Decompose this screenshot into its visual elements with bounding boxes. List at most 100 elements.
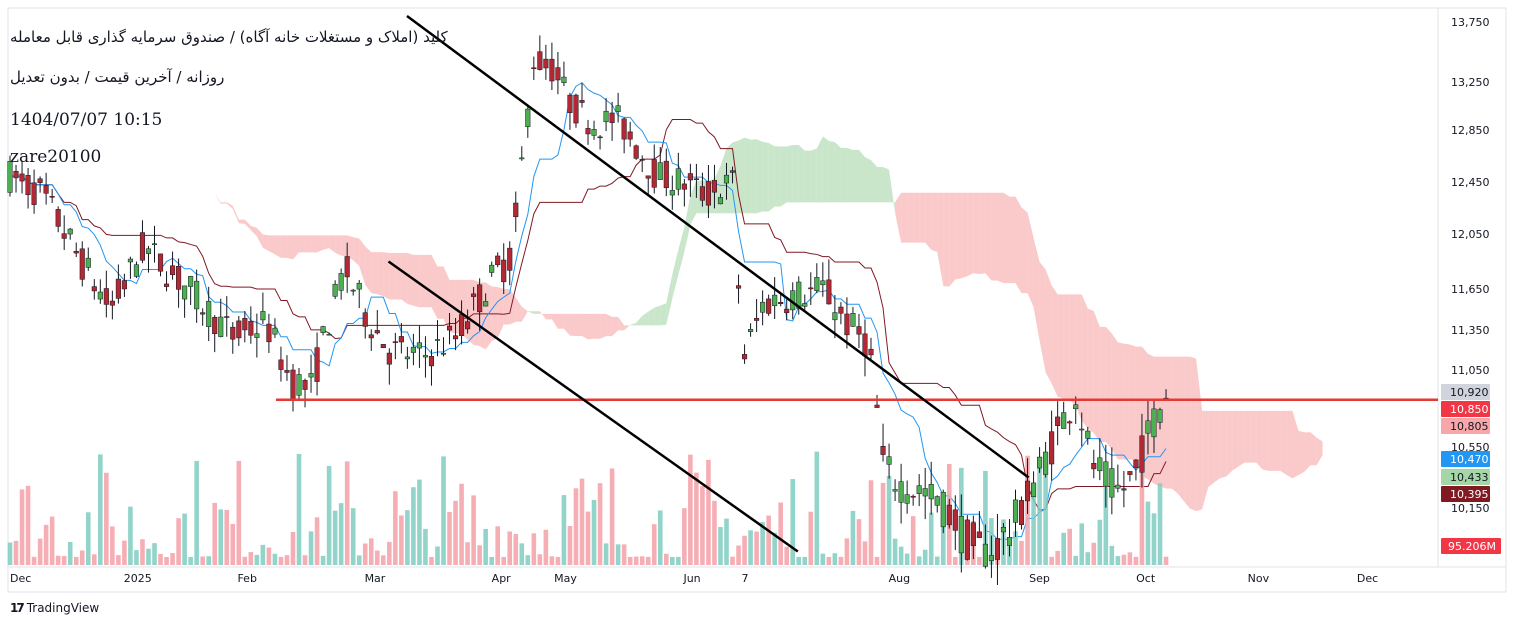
ichimoku-cloud-segment xyxy=(660,303,667,326)
candle-body xyxy=(609,112,615,123)
candle-body xyxy=(362,312,368,327)
ichimoku-cloud-segment xyxy=(750,139,757,214)
candle-body xyxy=(850,313,856,327)
candle-body xyxy=(260,311,266,321)
volume-bar xyxy=(910,516,916,565)
candle-body xyxy=(1037,456,1043,469)
ichimoku-cloud-segment xyxy=(1147,353,1154,484)
candle-body xyxy=(772,294,778,307)
candle-body xyxy=(61,233,67,239)
candle-body xyxy=(151,243,158,245)
candle-body xyxy=(224,316,230,318)
volume-bar xyxy=(19,489,25,565)
volume-bar xyxy=(772,532,777,565)
chart-title: کلید (املاک و مستغلات خانه آگاه) / صندوق… xyxy=(10,28,448,46)
ichimoku-cloud-segment xyxy=(214,193,221,204)
volume-bar xyxy=(49,516,55,565)
candle-body xyxy=(844,313,850,336)
ichimoku-cloud-segment xyxy=(1220,410,1227,479)
volume-bar xyxy=(591,499,597,565)
ichimoku-cloud-segment xyxy=(347,235,354,261)
volume-bar xyxy=(754,531,759,565)
ichimoku-cloud-segment xyxy=(1178,356,1185,502)
ichimoku-cloud-segment xyxy=(299,235,306,253)
ichimoku-cloud-segment xyxy=(600,313,607,339)
ichimoku-cloud-segment xyxy=(901,192,908,243)
ichimoku-cloud-segment xyxy=(437,266,444,319)
volume-bar xyxy=(1103,481,1109,565)
candle-body xyxy=(121,280,127,290)
x-tick-label: Oct xyxy=(1136,572,1156,585)
ichimoku-cloud-segment xyxy=(672,249,679,299)
candle-body xyxy=(585,128,591,135)
ichimoku-cloud-segment xyxy=(937,192,944,287)
volume-bar xyxy=(657,510,663,565)
volume-bar xyxy=(543,529,549,565)
x-tick-label: 7 xyxy=(741,572,748,585)
ichimoku-cloud-segment xyxy=(606,313,613,337)
ichimoku-cloud-segment xyxy=(1166,356,1173,489)
ichimoku-cloud-segment xyxy=(305,235,312,253)
candle-body xyxy=(290,369,296,400)
candle-body xyxy=(507,247,513,271)
price-label-box xyxy=(1441,401,1490,417)
ichimoku-cloud-segment xyxy=(1057,294,1064,399)
ichimoku-cloud-segment xyxy=(383,252,390,300)
candle-body xyxy=(994,538,1000,560)
volume-bar xyxy=(826,556,832,565)
candle-body xyxy=(651,159,657,188)
volume-bar xyxy=(314,517,320,565)
candle-body xyxy=(85,257,91,268)
ichimoku-cloud-segment xyxy=(1033,237,1040,341)
ichimoku-cloud-segment xyxy=(913,192,920,243)
volume-bar xyxy=(627,556,633,565)
candle-body xyxy=(615,105,621,112)
ichimoku-cloud-segment xyxy=(1202,410,1209,510)
volume-bar xyxy=(417,479,422,565)
candle-body xyxy=(633,145,639,159)
tradingview-logo[interactable]: 17 TradingView xyxy=(10,601,99,615)
volume-bar xyxy=(1031,485,1036,565)
candle-body xyxy=(97,291,103,300)
volume-bar xyxy=(429,556,434,565)
ichimoku-cloud-segment xyxy=(1274,410,1281,471)
candle-body xyxy=(7,161,13,193)
volume-bar xyxy=(1133,556,1139,565)
candle-body xyxy=(784,308,790,313)
candle-body xyxy=(1024,480,1031,502)
x-tick-label: May xyxy=(554,572,577,585)
volume-label-box xyxy=(1441,538,1501,554)
ichimoku-cloud-segment xyxy=(1021,207,1028,294)
volume-bar xyxy=(194,460,199,565)
candle-body xyxy=(1139,435,1145,473)
ichimoku-cloud-segment xyxy=(1172,356,1179,494)
ichimoku-cloud-segment xyxy=(371,252,378,295)
candle-body xyxy=(1043,451,1049,475)
candle-body xyxy=(952,509,958,531)
volume-bar xyxy=(1067,528,1072,565)
volume-bar xyxy=(1043,474,1048,565)
volume-bar xyxy=(886,475,892,565)
candle-body xyxy=(200,312,206,315)
candle-body xyxy=(434,339,441,341)
volume-bar xyxy=(338,503,344,565)
ichimoku-cloud-segment xyxy=(208,184,215,194)
ichimoku-cloud-segment xyxy=(1123,343,1130,460)
volume-bar xyxy=(218,509,224,565)
volume-bar xyxy=(344,461,350,565)
ichimoku-cloud-segment xyxy=(889,169,896,214)
volume-label-text: 95.206M xyxy=(1448,540,1496,553)
x-tick-label: Apr xyxy=(492,572,512,585)
volume-bar xyxy=(477,545,482,565)
volume-bar xyxy=(350,508,356,565)
volume-bar xyxy=(368,538,374,565)
ichimoku-cloud-segment xyxy=(973,192,980,275)
price-label-text: 10,850 xyxy=(1450,403,1489,416)
candle-body xyxy=(453,335,459,340)
ichimoku-cloud-segment xyxy=(467,279,474,345)
y-tick-label: 13,750 xyxy=(1451,16,1490,29)
ichimoku-cloud-segment xyxy=(931,192,938,252)
volume-bar xyxy=(483,529,488,565)
x-tick-label: Mar xyxy=(365,572,386,585)
